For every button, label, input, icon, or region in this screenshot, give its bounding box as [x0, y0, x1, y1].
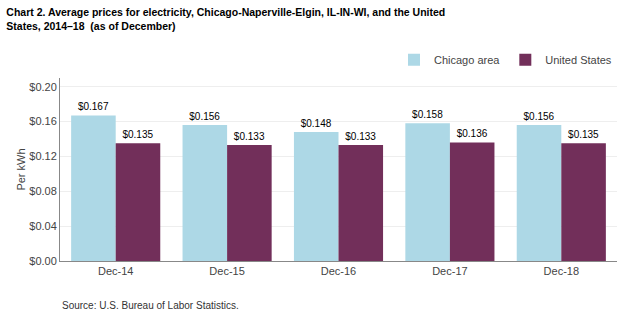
svg-text:$0.00: $0.00 — [29, 255, 57, 267]
svg-text:United States: United States — [545, 54, 612, 66]
svg-text:$0.167: $0.167 — [78, 101, 109, 112]
svg-text:$0.158: $0.158 — [412, 109, 443, 120]
svg-text:Dec-14: Dec-14 — [98, 265, 133, 277]
svg-text:Dec-18: Dec-18 — [544, 265, 579, 277]
svg-text:$0.12: $0.12 — [29, 150, 57, 162]
svg-text:$0.156: $0.156 — [524, 111, 555, 122]
svg-text:Chicago area: Chicago area — [434, 54, 500, 66]
svg-text:$0.135: $0.135 — [568, 129, 599, 140]
svg-text:Dec-16: Dec-16 — [321, 265, 356, 277]
svg-text:$0.04: $0.04 — [29, 220, 57, 232]
svg-text:$0.16: $0.16 — [29, 115, 57, 127]
svg-text:Dec-15: Dec-15 — [209, 265, 244, 277]
svg-text:$0.156: $0.156 — [189, 111, 220, 122]
svg-text:Chart 2. Average prices for el: Chart 2. Average prices for electricity,… — [6, 6, 445, 32]
svg-text:$0.133: $0.133 — [345, 131, 376, 142]
svg-text:$0.20: $0.20 — [29, 81, 57, 93]
svg-text:$0.08: $0.08 — [29, 185, 57, 197]
svg-text:$0.133: $0.133 — [234, 131, 265, 142]
svg-text:Dec-17: Dec-17 — [432, 265, 467, 277]
svg-text:Per kWh: Per kWh — [15, 148, 27, 190]
svg-text:Source: U.S. Bureau of Labor S: Source: U.S. Bureau of Labor Statistics. — [62, 300, 239, 311]
svg-text:$0.135: $0.135 — [122, 129, 153, 140]
svg-text:$0.136: $0.136 — [457, 128, 488, 139]
svg-text:$0.148: $0.148 — [301, 118, 332, 129]
